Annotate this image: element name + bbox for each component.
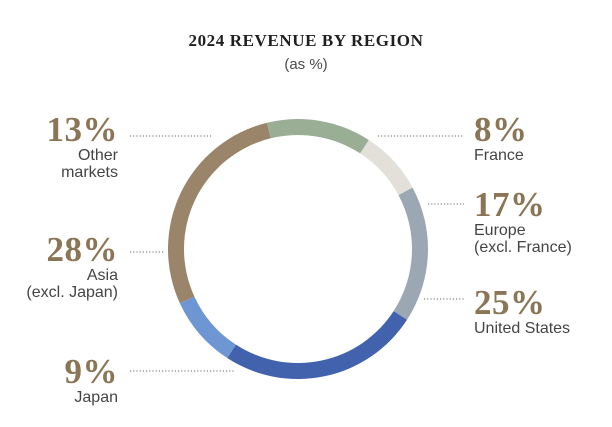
pct-label-europe: 17%	[474, 185, 546, 224]
callout-united-states: 25% United States	[474, 285, 570, 337]
region-label-asia-line2: (excl. Japan)	[26, 284, 118, 301]
chart-subtitle: (as %)	[284, 56, 328, 73]
pct-label-asia: 28%	[46, 230, 118, 269]
callout-japan: 9% Japan	[65, 354, 119, 406]
pct-label-france: 8%	[474, 110, 528, 149]
donut-slice-other-markets	[266, 118, 369, 154]
pct-label-united-states: 25%	[474, 283, 546, 322]
donut-slice-europe	[393, 187, 429, 320]
region-label-asia-line1: Asia	[86, 267, 118, 284]
region-label-other-markets-line1: Other	[77, 147, 118, 164]
callout-asia: 28% Asia (excl. Japan)	[26, 232, 118, 301]
donut-slice-asia	[167, 122, 271, 304]
callout-europe: 17% Europe (excl. France)	[474, 187, 572, 256]
region-label-europe-line1: Europe	[474, 222, 526, 239]
callout-france: 8% France	[474, 112, 528, 164]
region-label-france: France	[474, 147, 524, 164]
pct-label-japan: 9%	[64, 352, 118, 391]
region-label-united-states: United States	[474, 320, 571, 337]
region-label-europe-line2: (excl. France)	[474, 239, 572, 256]
region-label-other-markets-line2: markets	[61, 164, 118, 181]
donut-slice-united-states	[227, 311, 408, 380]
donut-slice-japan	[179, 296, 236, 359]
donut-slice-france	[360, 139, 413, 196]
region-label-japan: Japan	[74, 389, 118, 406]
chart-title: 2024 REVENUE BY REGION	[188, 31, 424, 50]
pct-label-other-markets: 13%	[46, 110, 118, 149]
callout-other-markets: 13% Other markets	[47, 112, 119, 181]
